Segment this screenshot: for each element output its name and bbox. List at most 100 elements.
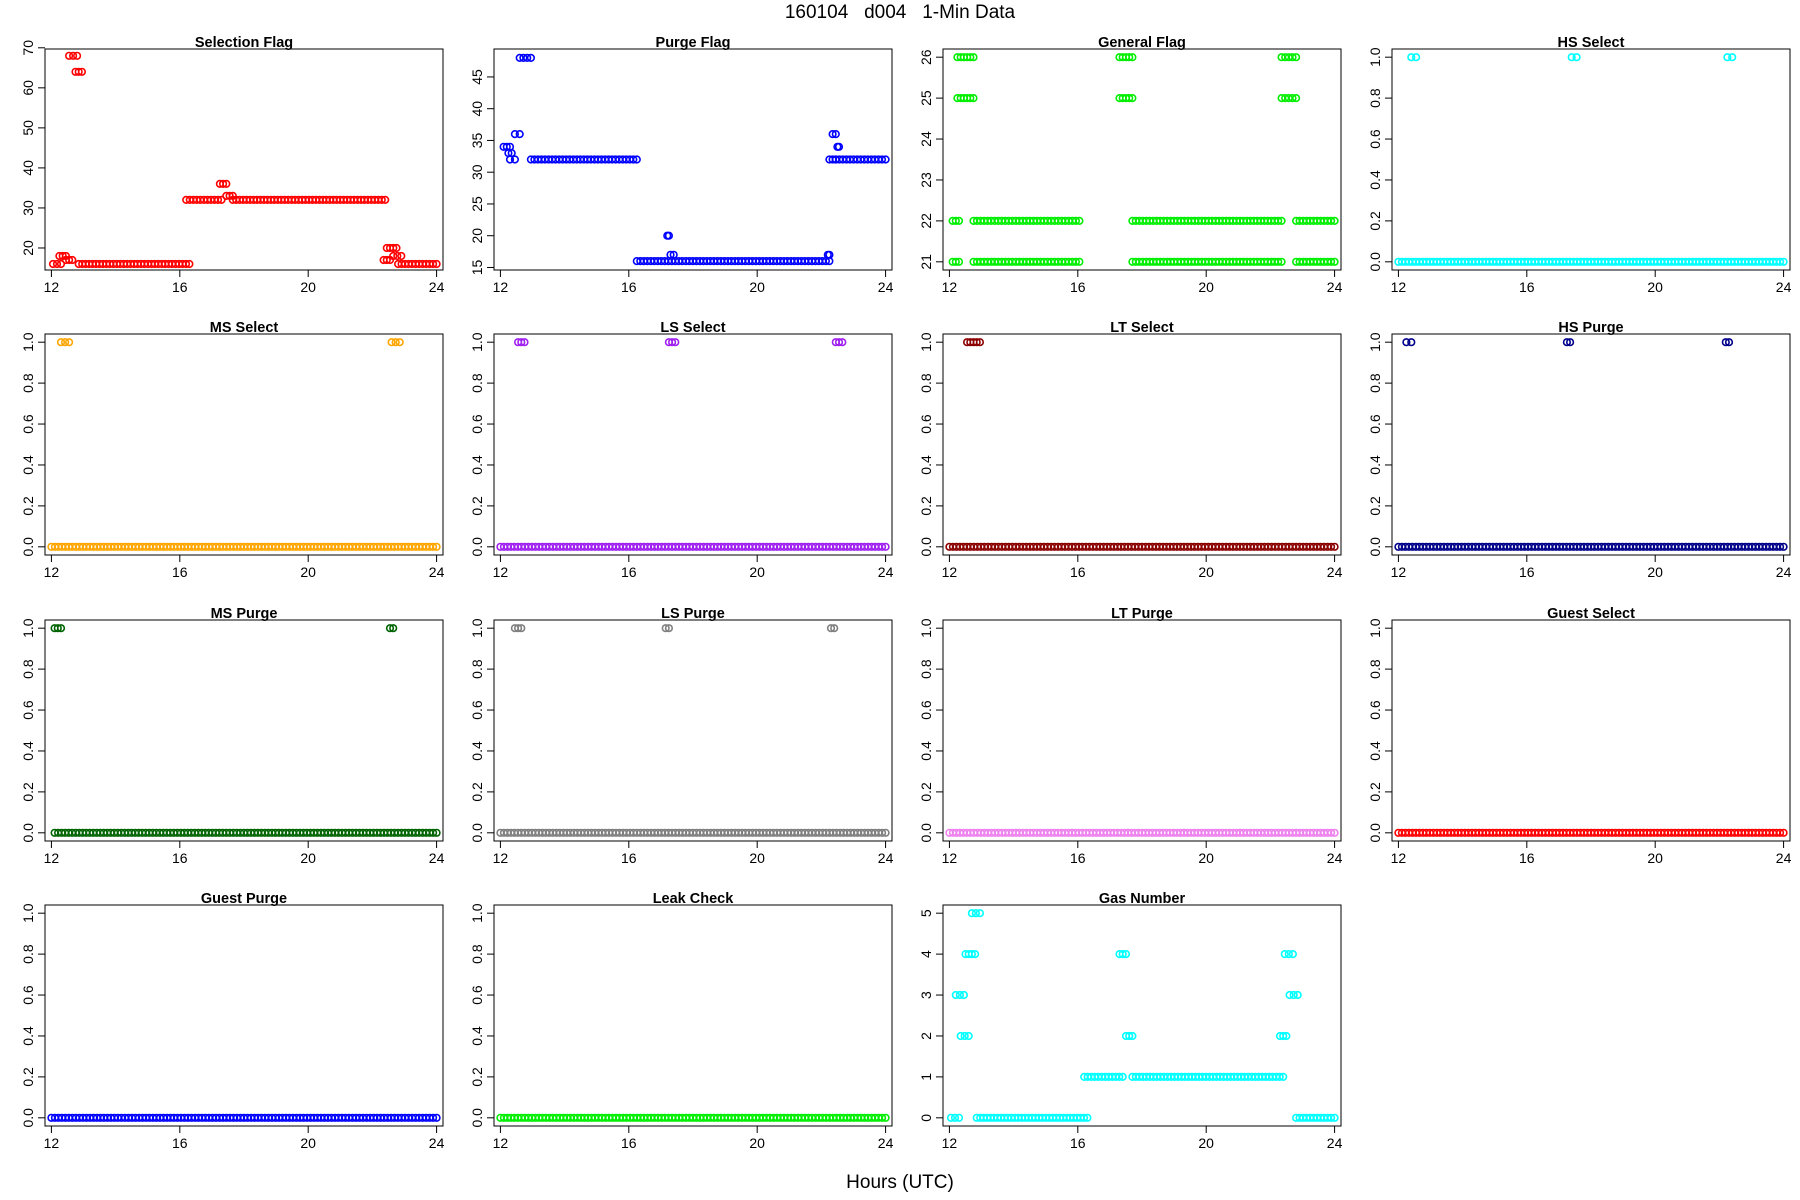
- y-tick-label: 0.8: [1367, 659, 1383, 679]
- data-point: [1775, 257, 1785, 266]
- data-point: [68, 51, 78, 60]
- x-tick-label: 12: [44, 850, 60, 866]
- panel-ms-purge: MS Purge 12 16 20 24 0.0 0.2 0.4 0.6 0.8 1.0: [20, 606, 445, 866]
- data-point: [954, 216, 964, 225]
- data-point: [877, 828, 887, 837]
- data-point: [661, 624, 670, 633]
- y-tick-label: 0.8: [918, 659, 934, 679]
- y-tick-label: 0.0: [469, 537, 485, 557]
- y-tick-label: 0.2: [20, 1067, 36, 1087]
- data-point: [391, 338, 400, 347]
- data-point: [1280, 949, 1289, 959]
- data-point: [954, 257, 964, 266]
- data-point: [513, 624, 523, 633]
- x-tick-label: 16: [172, 850, 188, 866]
- data-point: [1288, 949, 1297, 959]
- panel-ls-purge: LS Purge 12 16 20 24 0.0 0.2 0.4 0.6 0.8 1.0: [469, 606, 894, 866]
- data-point: [1567, 53, 1576, 62]
- x-tick-label: 12: [942, 850, 958, 866]
- panel-leak-check: Leak Check 12 16 20 24 0.0 0.2 0.4 0.6 0.8 1.0: [469, 891, 894, 1151]
- panel-title: General Flag: [1098, 35, 1186, 51]
- y-tick-label: 0.6: [20, 985, 36, 1005]
- data-point: [1075, 257, 1084, 266]
- data-point: [429, 828, 438, 837]
- y-tick-label: 0.4: [1367, 455, 1383, 475]
- data-point: [429, 259, 438, 269]
- data-point: [877, 1113, 887, 1122]
- data-point: [951, 257, 960, 266]
- x-tick-label: 16: [621, 850, 637, 866]
- x-tick-label: 24: [429, 564, 445, 580]
- data-point: [1326, 542, 1336, 551]
- data-point: [1284, 949, 1293, 959]
- panel-general-flag: General Flag 12 16 20 24 21 22 23 24 25 26: [918, 35, 1343, 295]
- y-tick-label: 0.6: [1367, 129, 1383, 149]
- y-tick-label: 21: [918, 254, 934, 270]
- data-point: [1407, 338, 1416, 347]
- x-tick-label: 12: [1391, 850, 1407, 866]
- data-point: [881, 155, 890, 164]
- y-tick-label: 0.2: [918, 782, 934, 802]
- data-point: [1118, 1072, 1127, 1081]
- data-point: [385, 624, 395, 633]
- x-tick-label: 20: [1198, 279, 1214, 295]
- data-point: [966, 93, 975, 103]
- y-tick-label: 0.2: [20, 782, 36, 802]
- y-tick-label: 0.0: [469, 823, 485, 843]
- y-tick-label: 0.8: [469, 659, 485, 679]
- x-tick-label: 16: [1519, 564, 1535, 580]
- panel-lt-select: LT Select 12 16 20 24 0.0 0.2 0.4 0.6 0.8 1.0: [918, 320, 1343, 580]
- data-point: [960, 1031, 969, 1041]
- x-tick-label: 24: [1776, 279, 1792, 295]
- y-tick-label: 1.0: [469, 332, 485, 352]
- x-tick-label: 20: [749, 564, 765, 580]
- plot-frame: [1391, 48, 1791, 271]
- data-point: [219, 179, 228, 188]
- y-tick-label: 50: [20, 120, 36, 136]
- x-tick-label: 12: [493, 279, 509, 295]
- x-tick-label: 12: [44, 564, 60, 580]
- data-point: [1279, 1031, 1288, 1041]
- data-point: [971, 909, 981, 918]
- data-point: [955, 990, 965, 1000]
- panel-guest-select: Guest Select 12 16 20 24 0.0 0.2 0.4 0.6 0.8 1.0: [1367, 606, 1792, 866]
- data-point: [389, 251, 398, 261]
- data-point: [510, 155, 520, 164]
- data-point: [429, 1113, 438, 1122]
- data-point: [1326, 1113, 1336, 1122]
- x-tick-label: 24: [1327, 564, 1343, 580]
- data-point: [387, 338, 396, 347]
- y-tick-label: 2: [918, 1032, 934, 1040]
- data-point: [664, 231, 674, 240]
- data-point: [826, 624, 836, 633]
- x-tick-label: 12: [1391, 564, 1407, 580]
- y-tick-label: 0.6: [918, 414, 934, 434]
- panel-title: LS Purge: [661, 606, 725, 622]
- y-tick-label: 30: [469, 164, 485, 180]
- panel-selection-flag: Selection Flag 12 16 20 24 20 30 40 50 60 70: [20, 35, 445, 295]
- data-point: [1572, 53, 1581, 62]
- y-tick-label: 23: [918, 172, 934, 188]
- data-point: [1115, 1072, 1124, 1081]
- y-tick-label: 26: [918, 49, 934, 65]
- data-point: [395, 338, 404, 347]
- x-tick-label: 12: [44, 1135, 60, 1151]
- data-point: [664, 624, 674, 633]
- data-point: [519, 53, 528, 63]
- data-point: [1326, 216, 1336, 225]
- data-point: [1291, 93, 1301, 103]
- data-point: [969, 93, 978, 103]
- data-point: [969, 53, 978, 62]
- y-tick-label: 0.4: [918, 455, 934, 475]
- data-point: [1274, 216, 1283, 225]
- data-point: [1275, 1072, 1284, 1081]
- x-tick-label: 20: [749, 279, 765, 295]
- y-tick-label: 5: [918, 909, 934, 917]
- y-tick-label: 0.0: [20, 537, 36, 557]
- x-tick-label: 12: [1391, 279, 1407, 295]
- y-tick-label: 1.0: [1367, 332, 1383, 352]
- y-tick-label: 0.8: [20, 373, 36, 393]
- data-point: [970, 949, 980, 959]
- data-point: [392, 243, 401, 253]
